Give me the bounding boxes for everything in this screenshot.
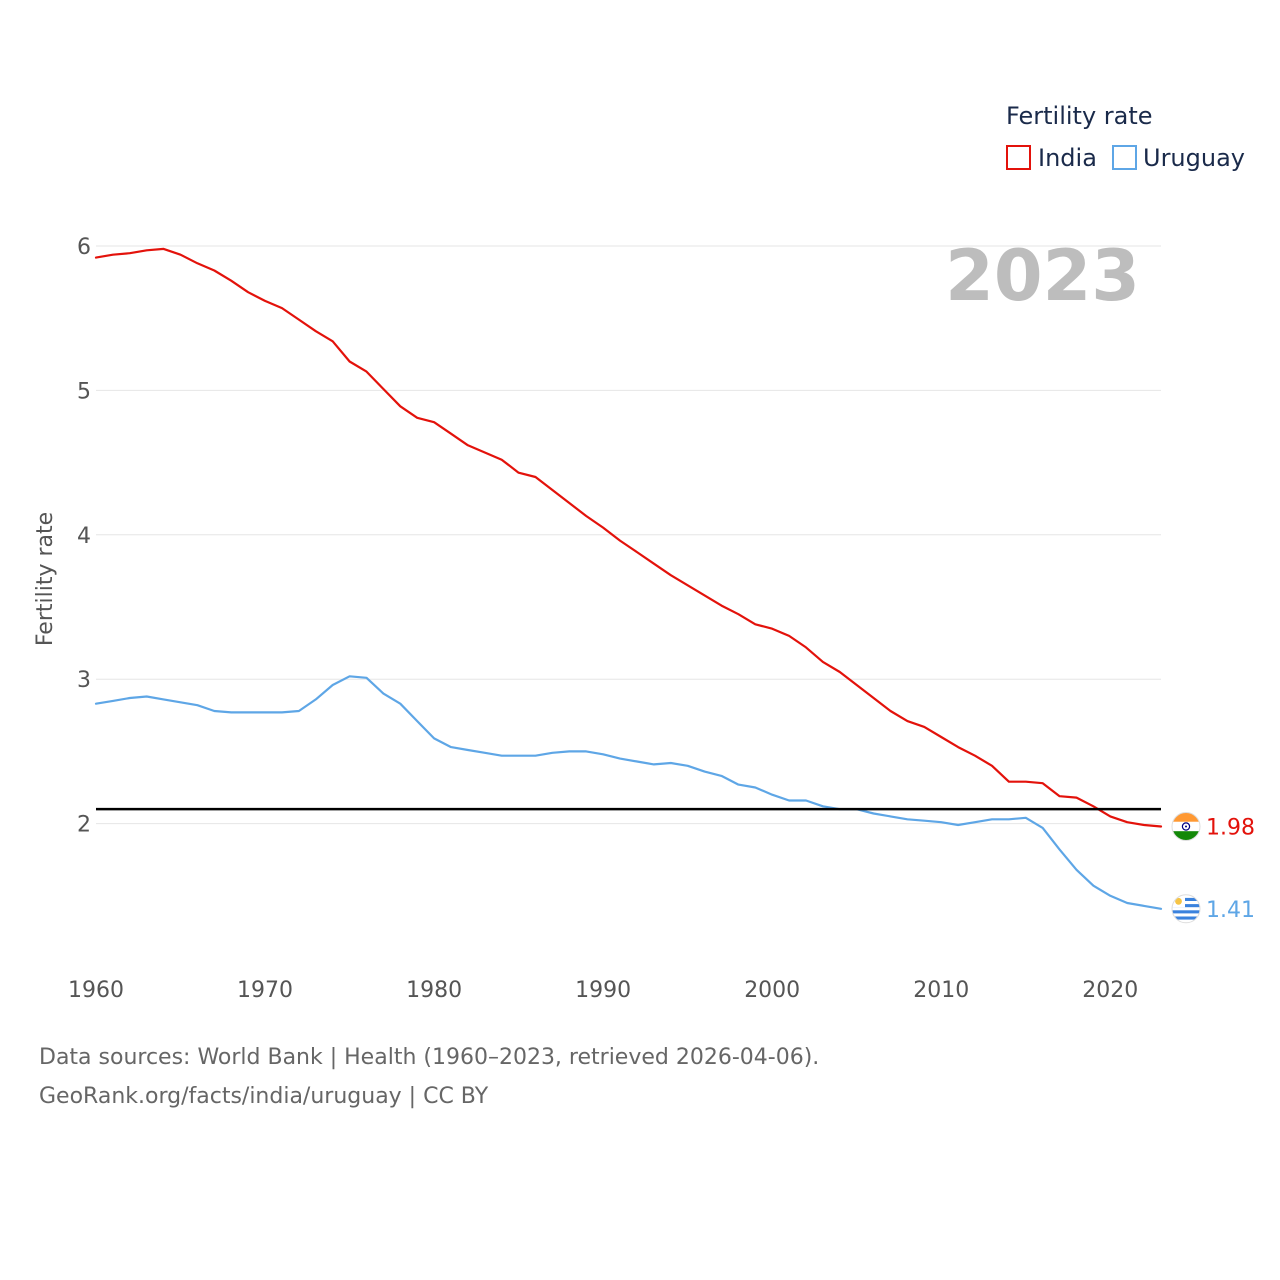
y-tick-label: 5 [77, 379, 91, 404]
end-marker-uruguay: 1.41 [1171, 894, 1255, 924]
y-axis-ticks: 2 3 4 5 6 [77, 235, 91, 838]
end-marker-india: 1.98 [1171, 811, 1255, 841]
legend-label-uruguay: Uruguay [1143, 144, 1245, 172]
end-value-india: 1.98 [1206, 815, 1255, 840]
footer-url[interactable]: GeoRank.org/facts/india/uruguay | CC BY [39, 1084, 489, 1109]
gridlines [96, 245, 1161, 825]
y-tick-label: 2 [77, 813, 91, 838]
y-axis-label: Fertility rate [33, 512, 58, 646]
y-tick-label: 3 [77, 668, 91, 693]
series-line-uruguay[interactable] [94, 675, 1163, 910]
year-label: 2023 [945, 235, 1140, 317]
footer-source: Data sources: World Bank | Health (1960–… [39, 1045, 820, 1070]
x-tick-label: 1960 [68, 978, 124, 1003]
end-value-uruguay: 1.41 [1206, 898, 1255, 923]
x-tick-label: 2020 [1082, 978, 1138, 1003]
y-tick-label: 4 [77, 524, 91, 549]
series-line-india[interactable] [94, 247, 1163, 828]
legend-item-india[interactable]: India [1006, 144, 1097, 172]
end-markers: 1.98 1.41 [1171, 811, 1255, 924]
x-tick-label: 1990 [575, 978, 631, 1003]
series-lines [94, 247, 1163, 910]
legend-swatch-india [1006, 145, 1031, 170]
legend: Fertility rate India Uruguay [1006, 102, 1245, 172]
x-tick-label: 2000 [744, 978, 800, 1003]
x-tick-label: 2010 [913, 978, 969, 1003]
legend-title: Fertility rate [1006, 102, 1153, 130]
uruguay-flag-icon [1172, 894, 1200, 923]
india-flag-icon [1172, 812, 1200, 841]
x-tick-label: 1970 [237, 978, 293, 1003]
legend-item-uruguay[interactable]: Uruguay [1112, 144, 1245, 172]
y-tick-label: 6 [77, 235, 91, 260]
x-tick-label: 1980 [406, 978, 462, 1003]
x-axis-ticks: 1960 1970 1980 1990 2000 2010 2020 [68, 978, 1138, 1003]
legend-swatch-uruguay [1112, 145, 1137, 170]
legend-label-india: India [1038, 144, 1097, 172]
